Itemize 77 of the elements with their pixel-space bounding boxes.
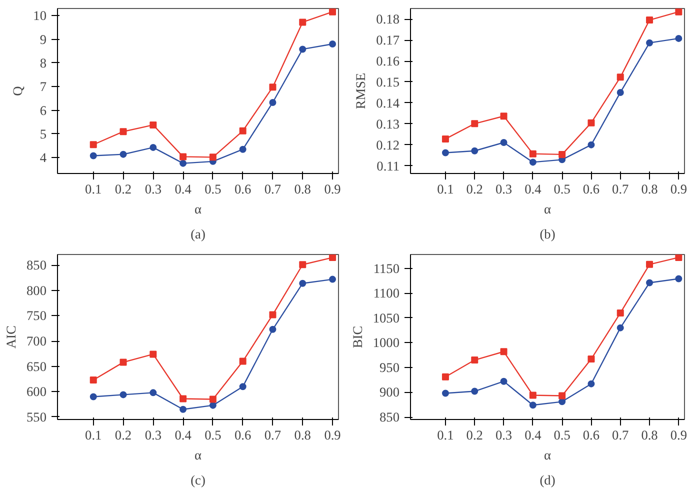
x-tick-label: 0.8 bbox=[641, 428, 658, 442]
x-tick-label: 0.4 bbox=[174, 428, 192, 442]
x-tick-label: 0.8 bbox=[294, 428, 312, 442]
x-tick-label: 0.3 bbox=[144, 182, 162, 196]
y-tick-label: 750 bbox=[26, 308, 47, 324]
y-tick-label: 8 bbox=[40, 55, 47, 70]
x-tick-label: 0.2 bbox=[114, 428, 132, 442]
x-tick-label: 0.3 bbox=[495, 182, 512, 196]
y-tick-label: 4 bbox=[40, 150, 47, 166]
x-axis-title: α bbox=[194, 448, 202, 462]
y-tick-label: 0.13 bbox=[376, 116, 400, 132]
x-tick-label: 0.5 bbox=[204, 428, 222, 442]
y-tick-label: 800 bbox=[26, 282, 47, 298]
x-tick-label: 0.1 bbox=[85, 182, 102, 196]
text: (d) bbox=[540, 472, 556, 488]
x-tick-label: 0.2 bbox=[466, 182, 483, 196]
x-tick-label: 0.4 bbox=[174, 182, 192, 196]
y-tick-label: 1000 bbox=[372, 335, 400, 350]
y-tick-label: 0.18 bbox=[376, 12, 400, 27]
x-tick-label: 0.7 bbox=[612, 428, 630, 442]
x-axis-title: α bbox=[544, 448, 552, 462]
text: (c) bbox=[190, 472, 206, 488]
x-tick-label: 0.1 bbox=[437, 428, 454, 442]
x-tick-label: 0.5 bbox=[554, 428, 571, 442]
y-tick-label: 9 bbox=[40, 32, 47, 47]
y-tick-label: 0.14 bbox=[376, 95, 400, 110]
y-tick-label: 5 bbox=[40, 126, 47, 142]
y-tick-label: 850 bbox=[26, 258, 47, 273]
y-tick-label: 950 bbox=[380, 360, 400, 375]
x-tick-label: 0.8 bbox=[641, 182, 658, 196]
y-tick-label: 550 bbox=[26, 409, 47, 424]
x-tick-label: 0.1 bbox=[85, 428, 102, 442]
x-tick-label: 0.9 bbox=[324, 428, 342, 442]
x-tick-label: 0.6 bbox=[582, 428, 600, 442]
x-tick-label: 0.9 bbox=[324, 182, 342, 196]
y-tick-label: 10 bbox=[33, 8, 47, 24]
x-tick-label: 0.6 bbox=[582, 182, 600, 196]
y-tick-label: 900 bbox=[380, 384, 400, 400]
y-axis-title: BIC bbox=[350, 326, 365, 348]
y-tick-label: 0.17 bbox=[376, 32, 400, 48]
x-tick-label: 0.3 bbox=[144, 428, 162, 442]
x-tick-label: 0.4 bbox=[524, 428, 542, 442]
y-tick-label: 7 bbox=[40, 79, 47, 94]
y-tick-label: 0.11 bbox=[376, 158, 400, 174]
x-tick-label: 0.6 bbox=[234, 428, 252, 442]
x-tick-label: 0.4 bbox=[524, 182, 542, 196]
text: (a) bbox=[190, 226, 206, 242]
y-tick-label: 1100 bbox=[373, 286, 400, 301]
y-tick-label: 600 bbox=[26, 384, 47, 400]
y-axis-title: Q bbox=[10, 86, 26, 96]
y-tick-label: 650 bbox=[26, 358, 47, 374]
text: (b) bbox=[540, 226, 556, 242]
x-axis-title: α bbox=[544, 202, 552, 216]
x-tick-label: 0.5 bbox=[204, 182, 222, 196]
x-tick-label: 0.6 bbox=[234, 182, 252, 196]
x-tick-label: 0.9 bbox=[670, 182, 688, 196]
x-tick-label: 0.7 bbox=[612, 182, 630, 196]
x-axis-title: α bbox=[194, 202, 202, 216]
x-tick-label: 0.8 bbox=[294, 182, 312, 196]
y-tick-label: 850 bbox=[380, 410, 400, 425]
x-tick-label: 0.2 bbox=[114, 182, 132, 196]
y-axis-title: AIC bbox=[4, 325, 19, 348]
y-tick-label: 0.16 bbox=[376, 54, 400, 69]
x-tick-label: 0.3 bbox=[495, 428, 512, 442]
x-tick-label: 0.7 bbox=[264, 428, 282, 442]
y-tick-label: 6 bbox=[40, 102, 47, 118]
y-axis-title: RMSE bbox=[353, 72, 368, 110]
y-tick-label: 1150 bbox=[373, 260, 400, 276]
y-tick-label: 0.12 bbox=[376, 137, 400, 152]
y-tick-label: 700 bbox=[26, 334, 47, 349]
y-tick-label: 0.15 bbox=[376, 74, 400, 90]
y-tick-label: 1050 bbox=[372, 310, 400, 326]
x-tick-label: 0.5 bbox=[554, 182, 571, 196]
x-tick-label: 0.9 bbox=[670, 428, 688, 442]
x-tick-label: 0.2 bbox=[466, 428, 483, 442]
x-tick-label: 0.1 bbox=[437, 182, 454, 196]
x-tick-label: 0.7 bbox=[264, 182, 282, 196]
